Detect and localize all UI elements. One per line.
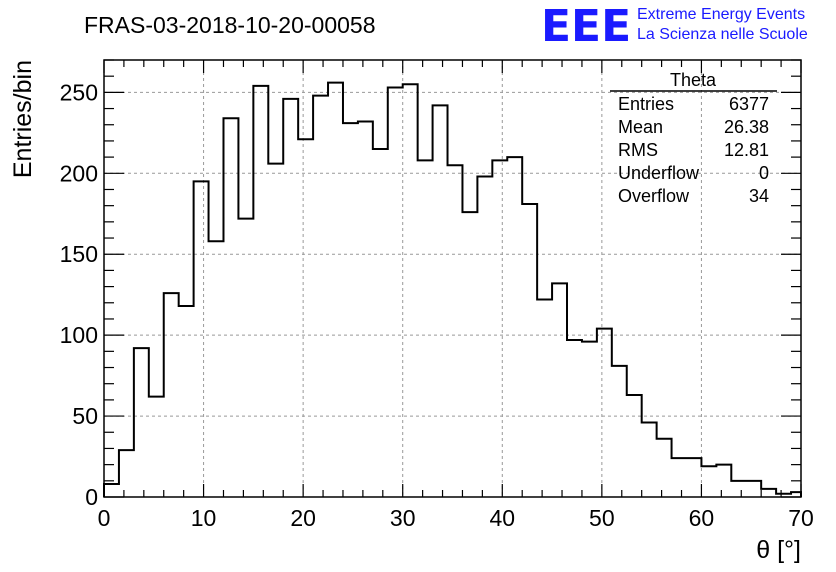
histogram-bin (149, 397, 164, 497)
stats-value-underflow: 0 (759, 163, 769, 183)
stats-label-underflow: Underflow (618, 163, 700, 183)
stats-label-overflow: Overflow (618, 186, 690, 206)
x-axis-title: θ [°] (756, 536, 801, 564)
plot-frame (103, 59, 802, 498)
histogram-bin (358, 122, 373, 497)
histogram-bin (223, 118, 238, 497)
stats-value-mean: 26.38 (724, 117, 769, 137)
histogram-bin (388, 88, 403, 497)
histogram-bin (313, 96, 328, 497)
histogram-bin (209, 241, 224, 497)
x-tick-label: 50 (589, 505, 615, 531)
histogram-bin (612, 366, 627, 497)
histogram-bin (672, 458, 687, 497)
y-axis-title: Entries/bin (9, 60, 37, 178)
histogram-bin (403, 84, 418, 497)
eee-logo-mark: EEE (541, 1, 631, 52)
stats-box: Theta Entries 6377 Mean 26.38 RMS 12.81 … (610, 70, 777, 206)
histogram-bin (701, 466, 716, 497)
histogram-bin (537, 300, 552, 497)
histogram-bin (104, 484, 119, 497)
histogram-bins (104, 83, 801, 497)
stats-value-rms: 12.81 (724, 140, 769, 160)
logo-line-1: Extreme Energy Events (637, 6, 805, 23)
histogram-bin (283, 99, 298, 497)
grid (104, 60, 801, 497)
histogram-bin (373, 149, 388, 497)
histogram-bin (761, 489, 776, 497)
x-tick-label: 30 (390, 505, 416, 531)
histogram-bin (253, 86, 268, 497)
logo-line-2: La Scienza nelle Scuole (637, 26, 808, 43)
stats-label-entries: Entries (618, 94, 674, 114)
stats-label-mean: Mean (618, 117, 663, 137)
stats-title: Theta (670, 70, 717, 90)
histogram-bin (567, 340, 582, 497)
x-tick-label: 20 (290, 505, 316, 531)
histogram-outline (103, 81, 802, 497)
histogram-bin (418, 160, 433, 497)
x-tick-label: 10 (191, 505, 217, 531)
histogram-bin (462, 212, 477, 497)
histogram-bin (238, 219, 253, 497)
histogram-bin (194, 181, 209, 497)
histogram-bin (433, 105, 448, 497)
histogram-bin (522, 204, 537, 497)
histogram-bin (686, 458, 701, 497)
x-tick-label: 40 (489, 505, 515, 531)
histogram-bin (746, 481, 761, 497)
histogram-bin (492, 160, 507, 497)
histogram-bin (642, 423, 657, 497)
x-tick-label: 70 (788, 505, 814, 531)
histogram-bin (582, 342, 597, 497)
histogram-bin (657, 439, 672, 497)
tick-labels: 0 10 20 30 40 50 60 70 0 50 100 150 200 250 (60, 79, 814, 531)
y-tick-label: 0 (85, 484, 98, 510)
histogram-bin (627, 395, 642, 497)
chart-title: FRAS-03-2018-10-20-00058 (84, 12, 376, 38)
histogram-bin (179, 306, 194, 497)
stats-value-entries: 6377 (729, 94, 769, 114)
x-tick-label: 0 (98, 505, 111, 531)
histogram-bin (552, 283, 567, 497)
histogram-bin (597, 329, 612, 497)
histogram-bin (731, 481, 746, 497)
histogram-bin (477, 177, 492, 497)
x-tick-label: 60 (689, 505, 715, 531)
histogram-bin (343, 123, 358, 497)
histogram-bin (134, 348, 149, 497)
y-tick-label: 50 (72, 403, 98, 429)
stats-value-overflow: 34 (749, 186, 769, 206)
histogram-bin (164, 293, 179, 497)
y-tick-label: 100 (60, 322, 98, 348)
histogram-bin (268, 164, 283, 497)
histogram-bin (328, 83, 343, 497)
histogram-bin (448, 165, 463, 497)
y-tick-label: 150 (60, 241, 98, 267)
histogram-bin (507, 157, 522, 497)
y-tick-label: 200 (60, 160, 98, 186)
histogram-bin (298, 139, 313, 497)
histogram-bin (716, 465, 731, 497)
y-tick-label: 250 (60, 79, 98, 105)
histogram-bin (119, 450, 134, 497)
stats-label-rms: RMS (618, 140, 658, 160)
